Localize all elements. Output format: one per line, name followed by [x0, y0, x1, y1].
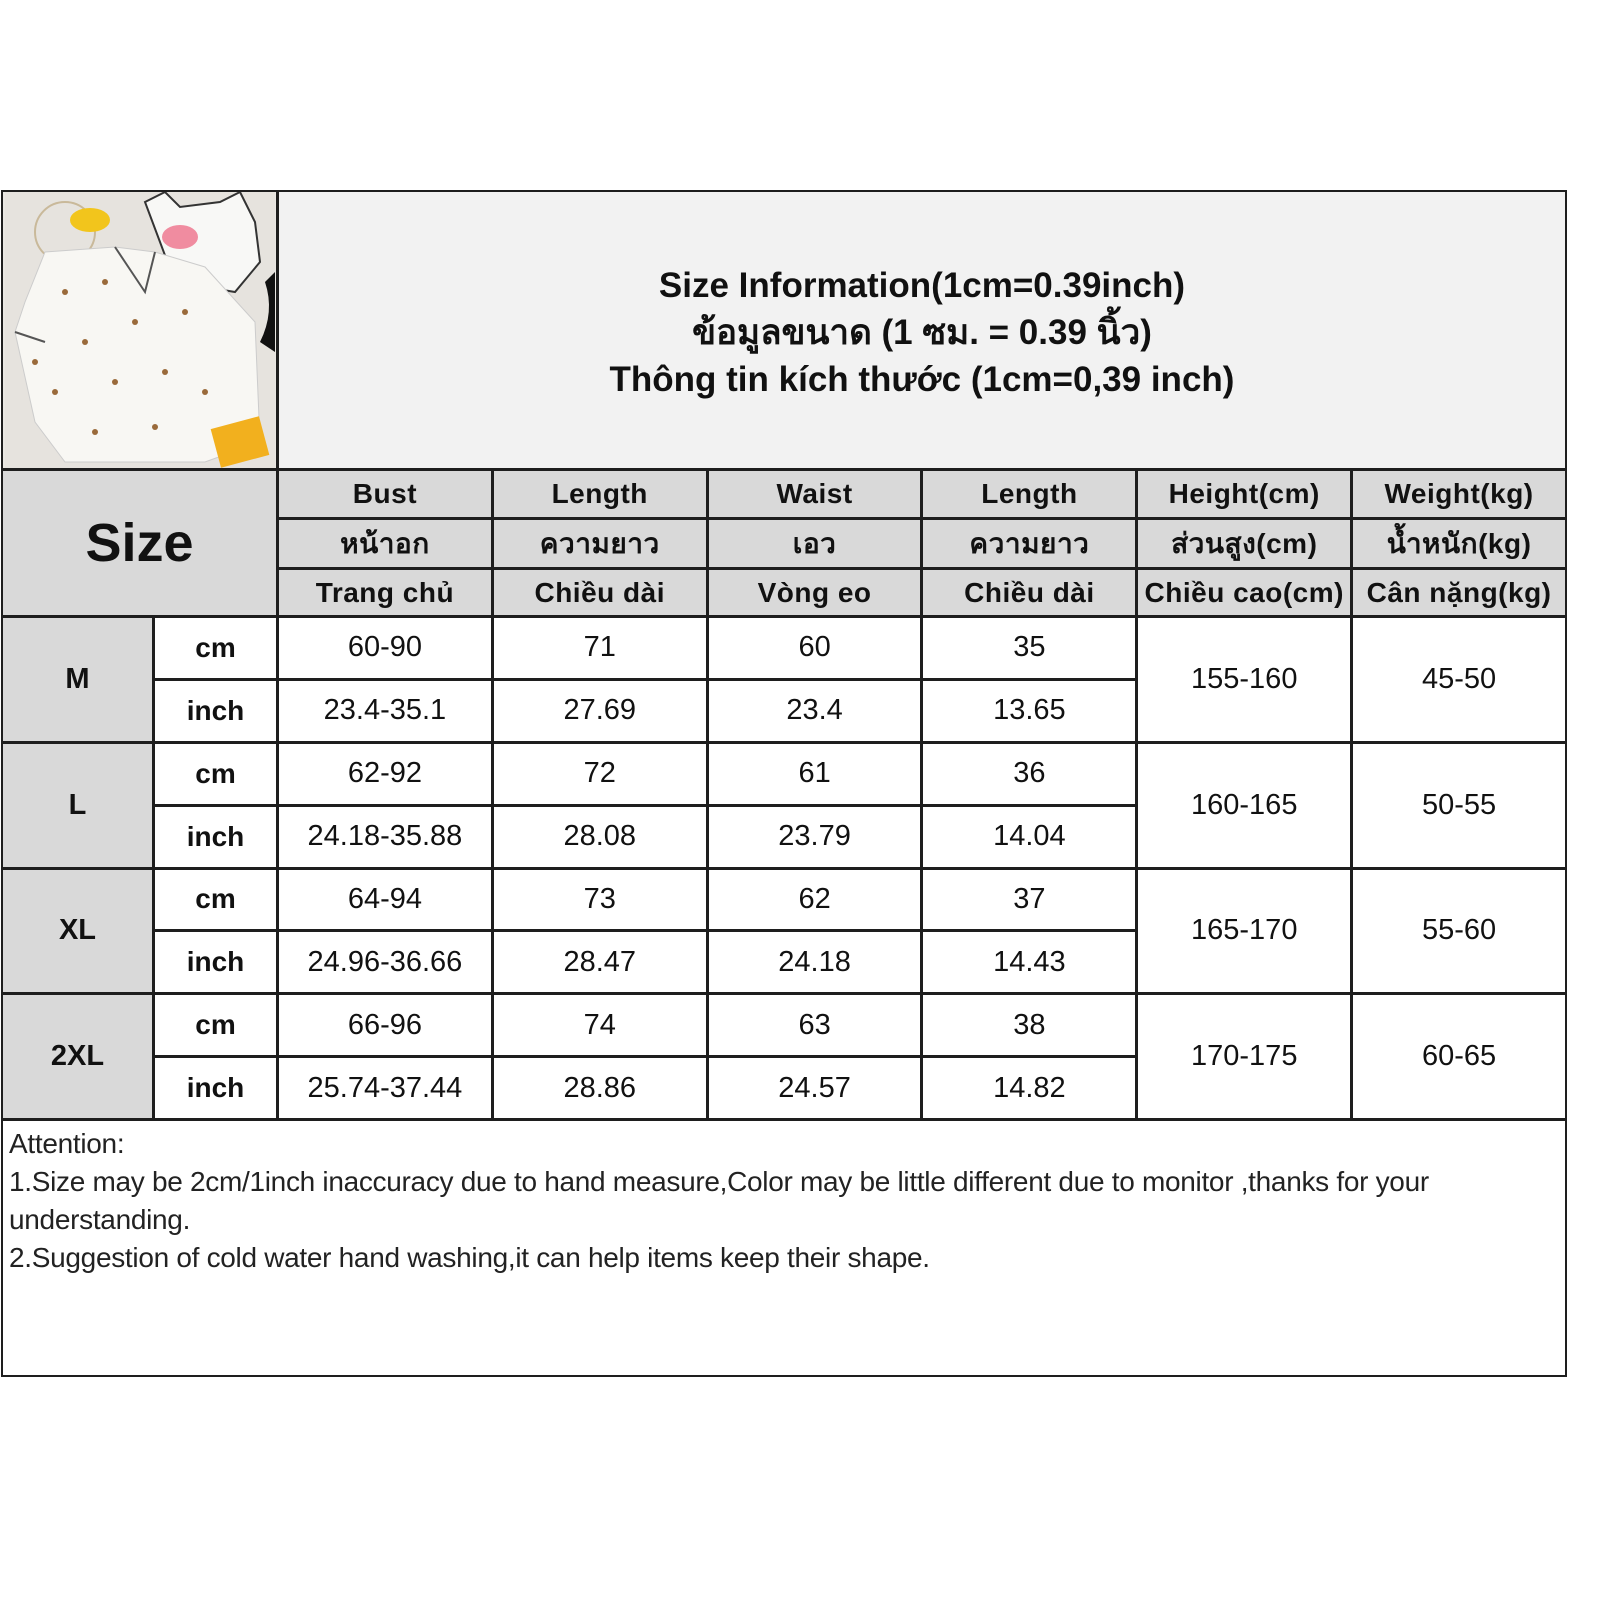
- column-header-en: Waist: [708, 471, 921, 517]
- column-header-en: Height(cm): [1138, 471, 1351, 517]
- size-header: Size: [3, 471, 276, 615]
- table-cell-inch: 14.82: [923, 1058, 1136, 1118]
- table-cell-cm: 74: [493, 995, 706, 1056]
- column-header-vi: Cân nặng(kg): [1353, 570, 1565, 615]
- table-cell-cm: 37: [923, 869, 1136, 930]
- unit-label: inch: [155, 806, 276, 867]
- unit-label: inch: [155, 680, 276, 741]
- unit-label: inch: [155, 932, 276, 993]
- size-label: L: [3, 743, 152, 867]
- table-cell-inch: 28.08: [493, 806, 706, 867]
- table-cell-cm: 60-90: [279, 618, 491, 678]
- title-thai: ข้อมูลขนาด (1 ซม. = 0.39 นิ้ว): [692, 312, 1152, 352]
- column-header-th: ความยาว: [923, 520, 1136, 567]
- size-label: XL: [3, 869, 152, 993]
- column-header-th: น้ำหนัก(kg): [1353, 520, 1565, 567]
- table-cell-cm: 72: [493, 743, 706, 804]
- table-cell-cm: 63: [708, 995, 921, 1056]
- unit-label: cm: [155, 618, 276, 678]
- table-cell-inch: 24.96-36.66: [279, 932, 491, 993]
- table-cell-inch: 25.74-37.44: [279, 1058, 491, 1118]
- attention-note-2: 2.Suggestion of cold water hand washing,…: [9, 1242, 930, 1273]
- product-photo: [3, 192, 276, 468]
- table-cell-inch: 28.47: [493, 932, 706, 993]
- table-cell-cm: 38: [923, 995, 1136, 1056]
- unit-label: inch: [155, 1058, 276, 1118]
- attention-note-1: 1.Size may be 2cm/1inch inaccuracy due t…: [9, 1166, 1429, 1235]
- table-cell-inch: 23.4: [708, 680, 921, 741]
- column-header-th: หน้าอก: [279, 520, 491, 567]
- weight-cell: 55-60: [1353, 869, 1565, 993]
- size-label: 2XL: [3, 995, 152, 1118]
- column-header-vi: Chiều dài: [923, 570, 1136, 615]
- column-header-vi: Chiều cao(cm): [1138, 570, 1351, 615]
- table-cell-cm: 62-92: [279, 743, 491, 804]
- size-label: M: [3, 618, 152, 741]
- unit-label: cm: [155, 995, 276, 1056]
- table-cell-cm: 36: [923, 743, 1136, 804]
- column-header-en: Length: [923, 471, 1136, 517]
- column-header-vi: Vòng eo: [708, 570, 921, 615]
- table-cell-inch: 24.18-35.88: [279, 806, 491, 867]
- column-header-en: Weight(kg): [1353, 471, 1565, 517]
- title-vietnamese: Thông tin kích thước (1cm=0,39 inch): [609, 359, 1235, 399]
- table-cell-inch: 23.4-35.1: [279, 680, 491, 741]
- table-cell-inch: 27.69: [493, 680, 706, 741]
- table-cell-cm: 73: [493, 869, 706, 930]
- attention-heading: Attention:: [9, 1128, 125, 1159]
- column-header-en: Bust: [279, 471, 491, 517]
- table-cell-cm: 71: [493, 618, 706, 678]
- table-cell-cm: 64-94: [279, 869, 491, 930]
- weight-cell: 50-55: [1353, 743, 1565, 867]
- table-cell-inch: 28.86: [493, 1058, 706, 1118]
- column-header-vi: Trang chủ: [279, 570, 491, 615]
- table-cell-inch: 14.43: [923, 932, 1136, 993]
- table-cell-inch: 24.57: [708, 1058, 921, 1118]
- attention-notes: Attention: 1.Size may be 2cm/1inch inacc…: [3, 1121, 1565, 1375]
- table-cell-inch: 14.04: [923, 806, 1136, 867]
- height-cell: 160-165: [1138, 743, 1351, 867]
- size-information-title: Size Information(1cm=0.39inch) ข้อมูลขนา…: [279, 192, 1565, 468]
- column-header-th: ส่วนสูง(cm): [1138, 520, 1351, 567]
- column-header-th: เอว: [708, 520, 921, 567]
- title-english: Size Information(1cm=0.39inch): [658, 265, 1186, 305]
- height-cell: 170-175: [1138, 995, 1351, 1118]
- table-cell-inch: 13.65: [923, 680, 1136, 741]
- table-cell-inch: 23.79: [708, 806, 921, 867]
- table-cell-cm: 35: [923, 618, 1136, 678]
- weight-cell: 45-50: [1353, 618, 1565, 741]
- height-cell: 165-170: [1138, 869, 1351, 993]
- unit-label: cm: [155, 869, 276, 930]
- column-header-en: Length: [493, 471, 706, 517]
- column-header-vi: Chiều dài: [493, 570, 706, 615]
- table-cell-cm: 66-96: [279, 995, 491, 1056]
- height-cell: 155-160: [1138, 618, 1351, 741]
- table-cell-inch: 24.18: [708, 932, 921, 993]
- size-chart-table: Size Information(1cm=0.39inch) ข้อมูลขนา…: [1, 190, 1567, 1377]
- pajama-shirt-image: [4, 192, 275, 468]
- unit-label: cm: [155, 743, 276, 804]
- table-cell-cm: 61: [708, 743, 921, 804]
- table-cell-cm: 60: [708, 618, 921, 678]
- table-cell-cm: 62: [708, 869, 921, 930]
- column-header-th: ความยาว: [493, 520, 706, 567]
- weight-cell: 60-65: [1353, 995, 1565, 1118]
